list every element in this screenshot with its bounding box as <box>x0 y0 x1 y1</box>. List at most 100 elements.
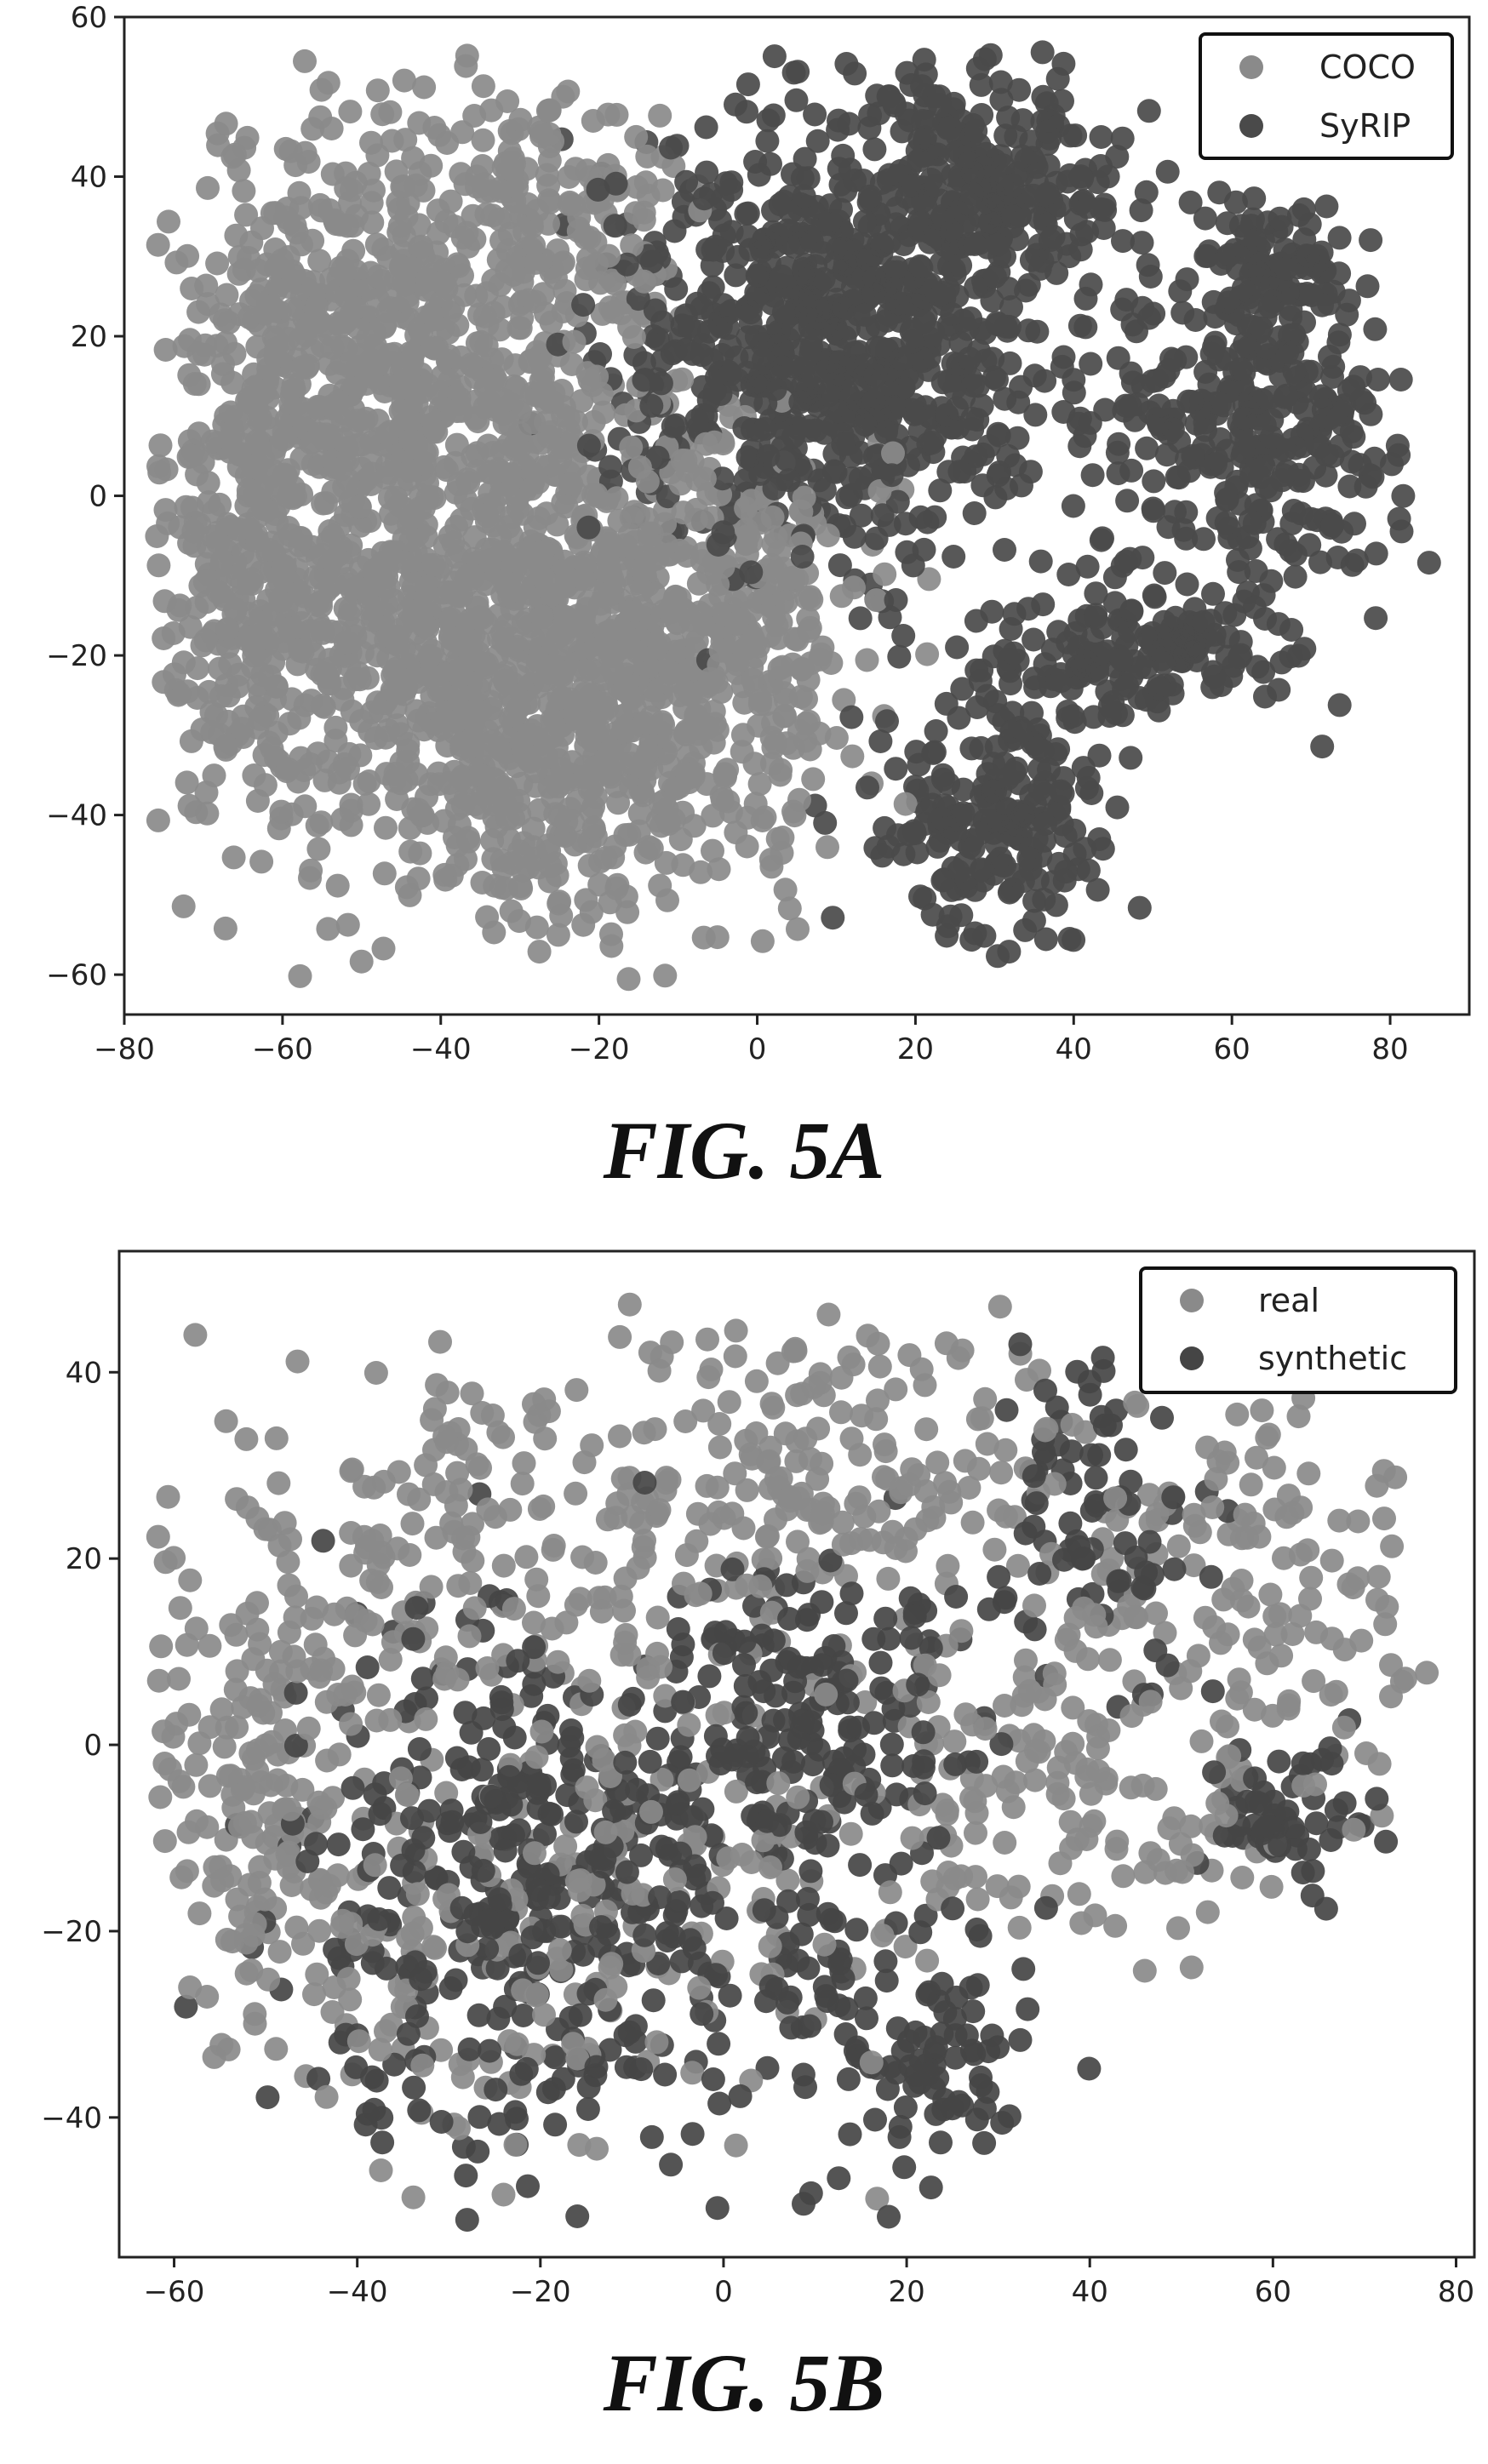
scatter-point-coco <box>546 238 570 263</box>
scatter-point-coco <box>724 611 749 636</box>
scatter-point-coco <box>306 394 330 419</box>
scatter-point-coco <box>409 234 434 259</box>
scatter-point-syrip <box>1342 512 1366 536</box>
scatter-point-coco <box>152 626 176 650</box>
scatter-point-syrip <box>891 375 916 400</box>
scatter-point-synthetic <box>844 1918 869 1942</box>
scatter-point-synthetic <box>466 2139 490 2164</box>
scatter-point-syrip <box>1328 434 1353 458</box>
scatter-point-real <box>1182 1553 1206 1578</box>
scatter-point-coco <box>599 268 624 293</box>
scatter-point-coco <box>540 707 564 732</box>
scatter-point-coco <box>542 654 567 678</box>
scatter-point-coco <box>453 487 478 512</box>
scatter-point-coco <box>335 214 359 238</box>
scatter-point-syrip <box>924 719 948 743</box>
scatter-point-syrip <box>1318 345 1342 369</box>
scatter-point-real <box>1067 1882 1091 1907</box>
scatter-point-syrip <box>1313 463 1338 488</box>
scatter-point-coco <box>590 301 615 326</box>
scatter-point-syrip <box>838 254 862 279</box>
scatter-point-coco <box>226 517 251 542</box>
scatter-point-coco <box>497 205 522 230</box>
scatter-point-coco <box>632 208 656 232</box>
scatter-point-coco <box>450 263 474 288</box>
scatter-point-coco <box>554 495 579 519</box>
scatter-point-syrip <box>940 415 964 440</box>
scatter-point-coco <box>786 917 810 941</box>
scatter-point-coco <box>333 597 358 620</box>
scatter-point-coco <box>494 876 518 900</box>
scatter-point-coco <box>518 348 543 373</box>
scatter-point-syrip <box>1289 501 1313 526</box>
scatter-point-syrip <box>1028 549 1053 574</box>
scatter-point-coco <box>273 425 298 449</box>
scatter-point-coco <box>182 372 207 396</box>
scatter-point-syrip <box>1111 626 1136 650</box>
scatter-point-syrip <box>978 210 1003 235</box>
scatter-point-syrip <box>747 163 771 187</box>
chart-5a-points <box>145 40 1441 992</box>
scatter-point-syrip <box>852 209 877 234</box>
scatter-point-syrip <box>1061 494 1085 518</box>
scatter-point-syrip <box>1080 463 1105 488</box>
scatter-point-coco <box>691 925 716 950</box>
scatter-point-coco <box>239 230 264 254</box>
scatter-point-syrip <box>912 48 936 72</box>
scatter-point-syrip <box>960 417 985 442</box>
scatter-point-coco <box>206 580 231 604</box>
scatter-point-syrip <box>863 363 888 387</box>
scatter-point-real <box>1255 1651 1279 1676</box>
scatter-point-coco <box>478 548 502 573</box>
scatter-point-coco <box>632 269 656 294</box>
scatter-point-coco <box>384 485 409 510</box>
scatter-point-coco <box>635 144 660 169</box>
y-tick-label: −20 <box>46 639 107 673</box>
scatter-point-syrip <box>1270 468 1294 493</box>
scatter-point-real <box>610 1466 635 1491</box>
scatter-point-coco <box>559 472 584 496</box>
scatter-point-coco <box>536 174 561 197</box>
scatter-point-coco <box>295 355 319 380</box>
scatter-point-syrip <box>964 118 988 143</box>
y-tick-label: 0 <box>89 480 107 514</box>
scatter-point-syrip <box>887 644 912 669</box>
scatter-point-syrip <box>752 227 776 252</box>
scatter-point-coco <box>621 685 645 710</box>
scatter-point-coco <box>640 548 665 573</box>
scatter-point-syrip <box>793 289 818 314</box>
scatter-point-coco <box>372 861 397 886</box>
scatter-point-coco <box>584 483 609 507</box>
scatter-point-coco <box>573 755 598 779</box>
scatter-point-synthetic <box>848 1853 873 1878</box>
scatter-point-syrip <box>999 294 1023 319</box>
scatter-point-coco <box>383 762 408 786</box>
scatter-point-coco <box>182 534 207 558</box>
scatter-point-syrip <box>884 588 908 612</box>
scatter-point-coco <box>178 443 203 468</box>
scatter-point-coco <box>178 615 203 639</box>
scatter-point-coco <box>742 752 767 776</box>
scatter-point-coco <box>653 963 678 988</box>
scatter-point-coco <box>432 809 456 833</box>
scatter-point-syrip <box>1327 226 1352 250</box>
scatter-point-coco <box>146 808 170 832</box>
scatter-point-coco <box>495 89 520 113</box>
scatter-point-syrip <box>1135 436 1159 460</box>
scatter-point-coco <box>734 496 758 521</box>
scatter-point-syrip <box>1231 440 1256 464</box>
scatter-point-coco <box>604 102 629 127</box>
scatter-point-syrip <box>923 505 947 529</box>
scatter-point-coco <box>333 631 358 655</box>
scatter-point-syrip <box>941 545 966 569</box>
scatter-point-real <box>146 1524 170 1549</box>
scatter-point-coco <box>306 837 331 861</box>
scatter-point-syrip <box>1120 312 1145 337</box>
scatter-point-syrip <box>664 277 689 301</box>
scatter-point-syrip <box>1007 77 1032 102</box>
scatter-point-coco <box>478 481 502 506</box>
scatter-point-coco <box>881 441 905 466</box>
scatter-point-coco <box>153 498 178 523</box>
scatter-point-syrip <box>851 169 876 193</box>
scatter-point-syrip <box>1251 583 1276 608</box>
